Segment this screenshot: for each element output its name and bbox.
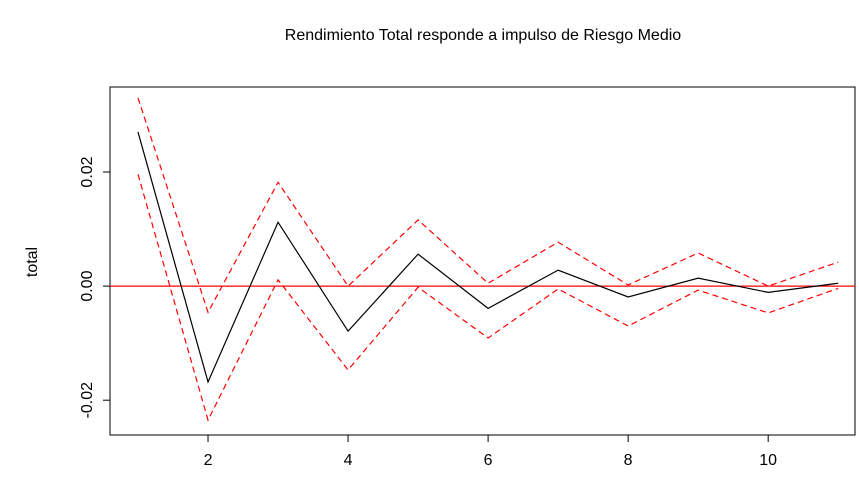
plot-frame [109,86,856,436]
x-tick-label: 2 [204,452,213,469]
x-tick-label: 6 [484,452,493,469]
series-line [137,174,839,422]
y-tick-label: -0.02 [79,382,96,419]
y-tick-label: 0.00 [79,270,96,301]
series-line [137,97,839,314]
y-axis-label: total [24,247,41,277]
x-tick-label: 8 [624,452,633,469]
y-tick-label: 0.02 [79,156,96,187]
series-line [137,131,839,384]
x-tick-label: 10 [759,452,777,469]
x-tick-label: 4 [344,452,353,469]
chart-title: Rendimiento Total responde a impulso de … [285,27,681,44]
